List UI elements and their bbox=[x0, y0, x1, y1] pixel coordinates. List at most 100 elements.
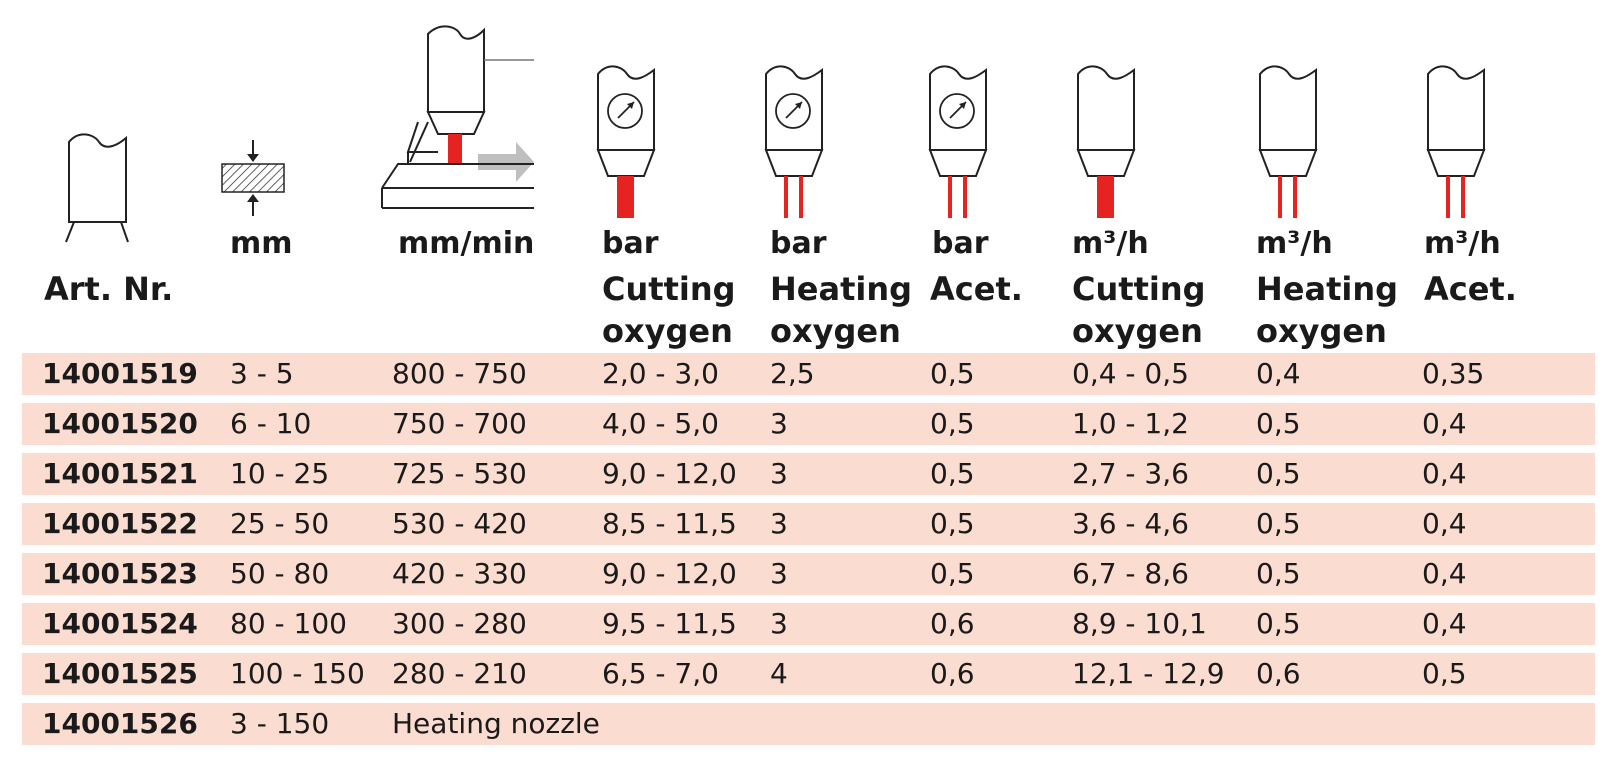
cutting-oxygen-bar-cell: 8,5 - 11,5 bbox=[602, 507, 737, 540]
art-nr-cell: 14001522 bbox=[42, 507, 198, 540]
header-line-2: oxygen bbox=[1072, 312, 1203, 350]
speed-cell: 750 - 700 bbox=[392, 407, 527, 440]
heating-oxygen-bar-cell: 3 bbox=[770, 507, 788, 540]
thickness-cell: 50 - 80 bbox=[230, 557, 330, 590]
art-nr-cell: 14001520 bbox=[42, 407, 198, 440]
table-row: 14001522 25 - 50 530 - 420 8,5 - 11,5 3 … bbox=[22, 503, 1595, 545]
header-line-1: Acet. bbox=[1424, 270, 1517, 308]
cutting-oxygen-flow-cell: 3,6 - 4,6 bbox=[1072, 507, 1189, 540]
cutting-oxygen-flow-cell: 0,4 - 0,5 bbox=[1072, 357, 1189, 390]
acetylene-flow-cell: 0,4 bbox=[1422, 557, 1467, 590]
header-line-2: oxygen bbox=[770, 312, 901, 350]
heating-oxygen-bar-cell: 4 bbox=[770, 657, 788, 690]
acetylene-flow-cell: 0,5 bbox=[1422, 657, 1467, 690]
heating-oxygen-bar-cell: 3 bbox=[770, 457, 788, 490]
thickness-cell: 25 - 50 bbox=[230, 507, 330, 540]
thickness-cell: 3 - 150 bbox=[230, 707, 330, 740]
cutting-oxygen-flow-cell: 1,0 - 1,2 bbox=[1072, 407, 1189, 440]
speed-cell: 530 - 420 bbox=[392, 507, 527, 540]
heating-oxygen-bar-cell: 3 bbox=[770, 407, 788, 440]
acetylene-bar-cell: 0,5 bbox=[930, 357, 975, 390]
heating-oxygen-flow-cell: 0,5 bbox=[1256, 457, 1301, 490]
cutting-oxygen-bar-cell: 9,0 - 12,0 bbox=[602, 457, 737, 490]
heating-oxygen-bar-header: Heating oxygen bbox=[770, 268, 912, 352]
cutting-oxygen-bar-cell: 9,0 - 12,0 bbox=[602, 557, 737, 590]
table-row: 14001520 6 - 10 750 - 700 4,0 - 5,0 3 0,… bbox=[22, 403, 1595, 445]
table-row: 14001524 80 - 100 300 - 280 9,5 - 11,5 3… bbox=[22, 603, 1595, 645]
data-table: 14001519 3 - 5 800 - 750 2,0 - 3,0 2,5 0… bbox=[22, 353, 1595, 753]
heating-oxygen-flow-cell: 0,5 bbox=[1256, 607, 1301, 640]
speed-cell: Heating nozzle bbox=[392, 707, 600, 740]
heating-oxygen-flow-cell: 0,5 bbox=[1256, 407, 1301, 440]
header-line-1: Heating bbox=[770, 270, 913, 308]
speed-cell: 800 - 750 bbox=[392, 357, 527, 390]
art-nr-header: Art. Nr. bbox=[44, 268, 173, 310]
table-row: 14001525 100 - 150 280 - 210 6,5 - 7,0 4… bbox=[22, 653, 1595, 695]
thickness-cell: 3 - 5 bbox=[230, 357, 294, 390]
thickness-cell: 100 - 150 bbox=[230, 657, 365, 690]
acetylene-bar-cell: 0,6 bbox=[930, 607, 975, 640]
art-nr-label: Art. Nr. bbox=[44, 270, 174, 308]
heating-oxygen-flow-cell: 0,5 bbox=[1256, 507, 1301, 540]
cutting-oxygen-flow-cell: 6,7 - 8,6 bbox=[1072, 557, 1189, 590]
cutting-oxygen-bar-unit: bar bbox=[602, 226, 659, 261]
acetylene-flow-cell: 0,4 bbox=[1422, 457, 1467, 490]
cutting-speed-icon bbox=[381, 25, 534, 209]
acetylene-gauge-icon bbox=[928, 65, 988, 218]
speed-cell: 420 - 330 bbox=[392, 557, 527, 590]
cutting-oxygen-bar-header: Cutting oxygen bbox=[602, 268, 736, 352]
thickness-cell: 10 - 25 bbox=[230, 457, 330, 490]
acetylene-flow-cell: 0,4 bbox=[1422, 407, 1467, 440]
acetylene-bar-header: Acet. bbox=[930, 268, 1023, 310]
art-nr-cell: 14001524 bbox=[42, 607, 198, 640]
acetylene-flow-unit: m³/h bbox=[1424, 226, 1501, 261]
heating-oxygen-flow-icon bbox=[1258, 65, 1318, 218]
art-nr-cell: 14001523 bbox=[42, 557, 198, 590]
thickness-unit: mm bbox=[230, 226, 293, 261]
cutting-oxygen-gauge-icon bbox=[596, 65, 656, 218]
speed-cell: 300 - 280 bbox=[392, 607, 527, 640]
art-nr-cell: 14001519 bbox=[42, 357, 198, 390]
art-nr-cell: 14001521 bbox=[42, 457, 198, 490]
cutting-oxygen-bar-cell: 6,5 - 7,0 bbox=[602, 657, 719, 690]
acetylene-flow-cell: 0,4 bbox=[1422, 607, 1467, 640]
cutting-oxygen-flow-unit: m³/h bbox=[1072, 226, 1149, 261]
acetylene-flow-icon bbox=[1426, 65, 1486, 218]
acetylene-bar-cell: 0,6 bbox=[930, 657, 975, 690]
art-nr-cell: 14001525 bbox=[42, 657, 198, 690]
material-thickness-icon bbox=[221, 140, 285, 216]
cutting-oxygen-bar-cell: 2,0 - 3,0 bbox=[602, 357, 719, 390]
heating-oxygen-gauge-icon bbox=[764, 65, 824, 218]
speed-unit: mm/min bbox=[398, 226, 535, 261]
heating-oxygen-bar-cell: 3 bbox=[770, 607, 788, 640]
table-row: 14001526 3 - 150 Heating nozzle bbox=[22, 703, 1595, 745]
heating-oxygen-flow-cell: 0,5 bbox=[1256, 557, 1301, 590]
acetylene-bar-cell: 0,5 bbox=[930, 457, 975, 490]
table-row: 14001523 50 - 80 420 - 330 9,0 - 12,0 3 … bbox=[22, 553, 1595, 595]
speed-cell: 725 - 530 bbox=[392, 457, 527, 490]
acetylene-bar-unit: bar bbox=[932, 226, 989, 261]
cutting-oxygen-flow-cell: 8,9 - 10,1 bbox=[1072, 607, 1207, 640]
cutting-oxygen-flow-header: Cutting oxygen bbox=[1072, 268, 1206, 352]
acetylene-bar-cell: 0,5 bbox=[930, 407, 975, 440]
acetylene-flow-header: Acet. bbox=[1424, 268, 1517, 310]
header-line-2: oxygen bbox=[602, 312, 733, 350]
acetylene-flow-cell: 0,35 bbox=[1422, 357, 1485, 390]
heating-oxygen-flow-cell: 0,4 bbox=[1256, 357, 1301, 390]
table-row: 14001521 10 - 25 725 - 530 9,0 - 12,0 3 … bbox=[22, 453, 1595, 495]
header-line-1: Heating bbox=[1256, 270, 1399, 308]
heating-oxygen-bar-unit: bar bbox=[770, 226, 827, 261]
header-line-2: oxygen bbox=[1256, 312, 1387, 350]
heating-oxygen-bar-cell: 2,5 bbox=[770, 357, 815, 390]
heating-oxygen-bar-cell: 3 bbox=[770, 557, 788, 590]
heating-oxygen-flow-cell: 0,6 bbox=[1256, 657, 1301, 690]
acetylene-bar-cell: 0,5 bbox=[930, 557, 975, 590]
thickness-cell: 80 - 100 bbox=[230, 607, 347, 640]
art-nr-cell: 14001526 bbox=[42, 707, 198, 740]
header-line-1: Cutting bbox=[602, 270, 736, 308]
cutting-oxygen-bar-cell: 9,5 - 11,5 bbox=[602, 607, 737, 640]
heating-oxygen-flow-header: Heating oxygen bbox=[1256, 268, 1398, 352]
thickness-cell: 6 - 10 bbox=[230, 407, 312, 440]
acetylene-bar-cell: 0,5 bbox=[930, 507, 975, 540]
nozzle-icon bbox=[65, 133, 129, 243]
